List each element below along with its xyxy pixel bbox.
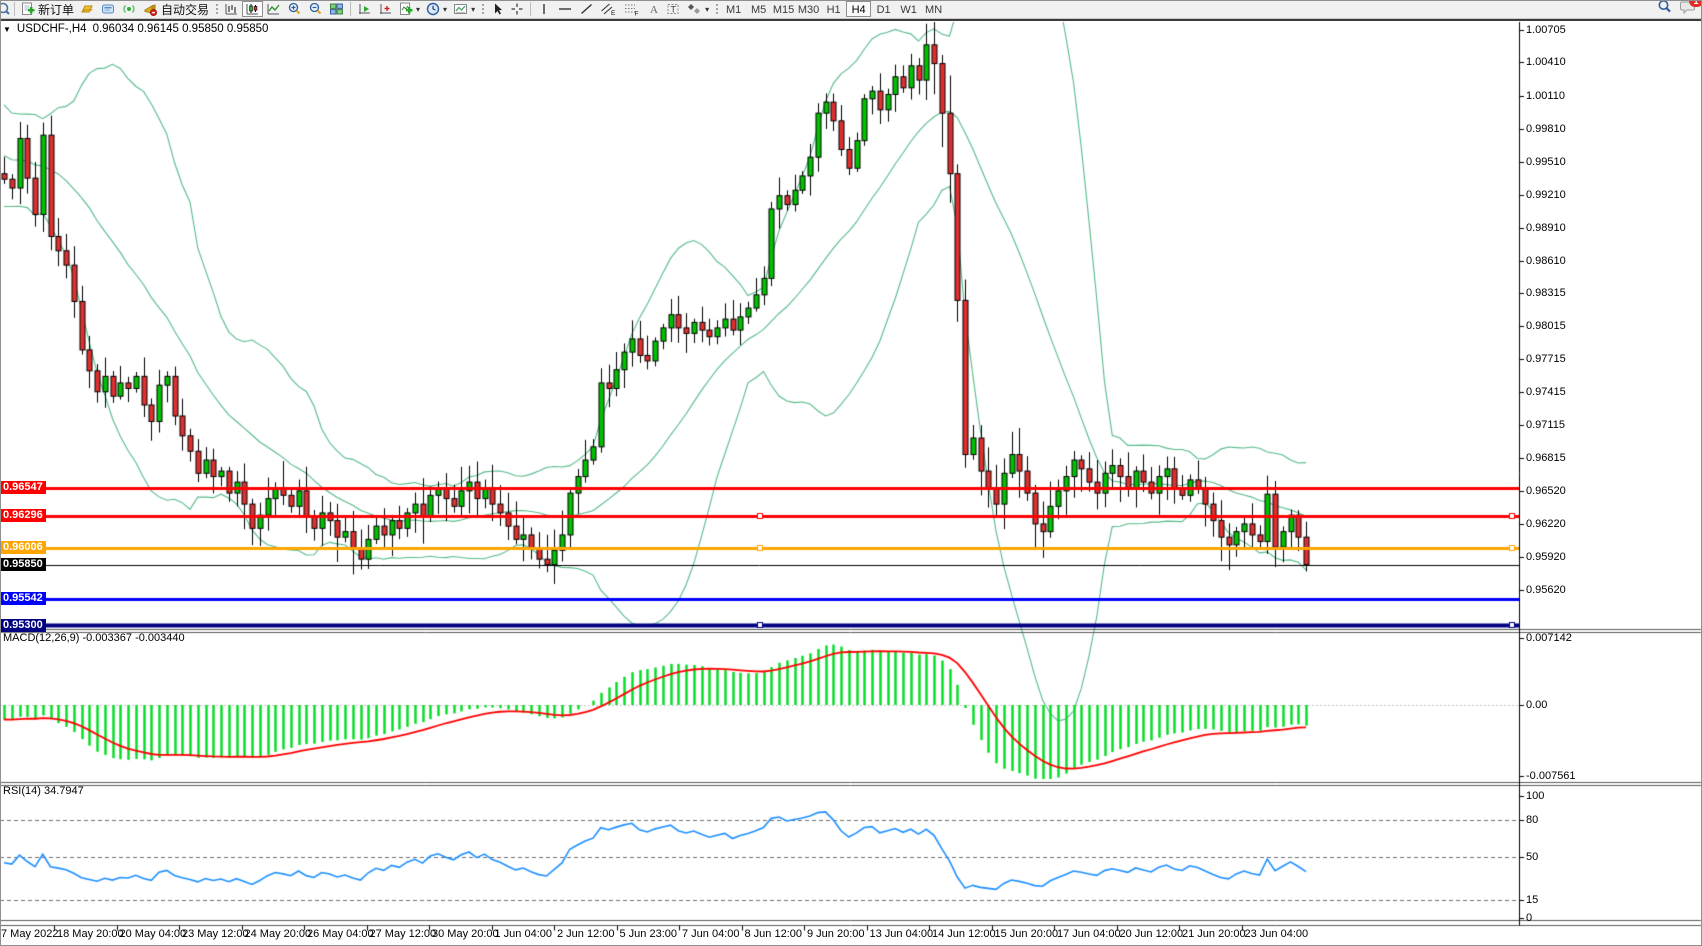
trendline-button[interactable] xyxy=(576,1,597,17)
vertical-line-icon xyxy=(543,4,545,14)
periods-button[interactable]: ▾ xyxy=(423,1,450,17)
toolbar-drag-handle[interactable] xyxy=(214,2,220,16)
vertical-line-button[interactable] xyxy=(534,1,554,17)
toolbar-right-cluster: 1 xyxy=(1657,0,1702,19)
timeframe-button-M5[interactable]: M5 xyxy=(750,4,767,16)
horizontal-line-icon xyxy=(559,8,572,10)
line-chart-icon xyxy=(267,4,280,15)
signals-button[interactable] xyxy=(119,1,140,17)
zoom-out-icon xyxy=(309,2,322,15)
timeframe-button-M15[interactable]: M15 xyxy=(772,4,795,16)
crosshair-button[interactable] xyxy=(507,1,527,17)
timeframe-button-M30[interactable]: M30 xyxy=(797,4,820,16)
text-button[interactable]: A xyxy=(643,1,663,17)
timeframe-bar: M1 M5 M15 M30 H1 H4 D1 W1 MN xyxy=(721,1,946,17)
equidistant-channel-button[interactable]: E xyxy=(597,1,620,17)
clock-icon xyxy=(426,2,440,16)
new-order-button[interactable]: 新订单 xyxy=(18,1,77,17)
indicators-button[interactable]: ▾ xyxy=(396,1,423,17)
search-icon[interactable] xyxy=(1657,0,1672,19)
chart-window-icon xyxy=(1,1,11,17)
autotrading-label: 自动交易 xyxy=(161,2,210,17)
chat-badge: 1 xyxy=(1689,0,1702,7)
new-order-label: 新订单 xyxy=(38,2,75,17)
candlestick-chart-icon xyxy=(246,4,259,15)
toolbar-drag-handle[interactable] xyxy=(480,2,486,16)
zoom-in-icon xyxy=(288,2,301,15)
trendline-icon xyxy=(581,3,593,15)
dropdown-arrow-icon: ▾ xyxy=(471,4,476,14)
crosshair-icon xyxy=(511,3,523,15)
chart-shift-icon xyxy=(380,4,392,14)
data-window-button[interactable] xyxy=(98,1,119,17)
horizontal-line-button[interactable] xyxy=(554,1,576,17)
timeframe-button-H1[interactable]: H1 xyxy=(826,4,841,16)
tile-windows-button[interactable] xyxy=(326,1,347,17)
arrows-icon xyxy=(688,4,701,14)
autotrading-button[interactable]: 自动交易 xyxy=(140,1,212,17)
bar-chart-button[interactable] xyxy=(221,1,242,17)
timeframe-button-M1[interactable]: M1 xyxy=(725,4,742,16)
market-watch-button[interactable] xyxy=(77,1,98,17)
cursor-icon xyxy=(494,3,502,15)
chart-shift-button[interactable] xyxy=(375,1,396,17)
one-click-trading-toggle[interactable]: ▼ xyxy=(3,24,11,34)
gold-bar-icon xyxy=(81,5,93,13)
fibonacci-icon: F xyxy=(625,4,639,17)
dropdown-arrow-icon: ▾ xyxy=(416,4,421,14)
toolbar-drag-handle[interactable] xyxy=(714,2,720,16)
auto-scroll-button[interactable] xyxy=(354,1,375,17)
notifications-chat-icon[interactable]: 1 xyxy=(1680,0,1702,19)
timeframe-button-W1[interactable]: W1 xyxy=(900,4,917,16)
bar-chart-icon xyxy=(225,4,238,15)
candlestick-chart-button[interactable] xyxy=(242,1,264,17)
indicators-icon xyxy=(400,2,413,15)
cursor-button[interactable] xyxy=(487,1,507,17)
svg-text:F: F xyxy=(635,11,639,17)
autotrading-icon xyxy=(144,4,158,16)
templates-button[interactable]: ▾ xyxy=(450,1,478,17)
zoom-in-button[interactable] xyxy=(284,1,305,17)
fibonacci-button[interactable]: F xyxy=(620,1,643,17)
auto-scroll-icon xyxy=(359,4,371,14)
tile-windows-icon xyxy=(330,3,343,15)
dropdown-arrow-icon: ▾ xyxy=(443,4,448,14)
zoom-out-button[interactable] xyxy=(305,1,326,17)
data-window-icon xyxy=(102,4,115,14)
signal-icon xyxy=(123,5,135,13)
main-toolbar: 新订单 自动交易 ▾ ▾ xyxy=(0,0,1702,19)
dropdown-arrow-icon: ▾ xyxy=(705,4,710,14)
new-order-icon xyxy=(22,2,35,15)
svg-text:T: T xyxy=(671,5,677,15)
toolbar-separator xyxy=(14,2,15,16)
template-icon xyxy=(454,4,468,14)
timeframe-button-D1[interactable]: D1 xyxy=(876,4,891,16)
toolbar-separator xyxy=(350,2,352,16)
text-label-icon: T xyxy=(667,4,679,15)
svg-text:E: E xyxy=(611,10,616,16)
text-icon: A xyxy=(650,4,658,16)
toolbar-separator xyxy=(530,2,532,16)
text-label-button[interactable]: T xyxy=(663,1,684,17)
svg-text:A: A xyxy=(650,4,658,16)
toolbar-bottom-border xyxy=(0,19,1702,21)
arrows-button[interactable]: ▾ xyxy=(684,1,712,17)
timeframe-button-MN[interactable]: MN xyxy=(925,4,943,16)
line-chart-button[interactable] xyxy=(263,1,284,17)
timeframe-button-H4[interactable]: H4 xyxy=(846,1,872,17)
channel-icon: E xyxy=(601,3,616,16)
